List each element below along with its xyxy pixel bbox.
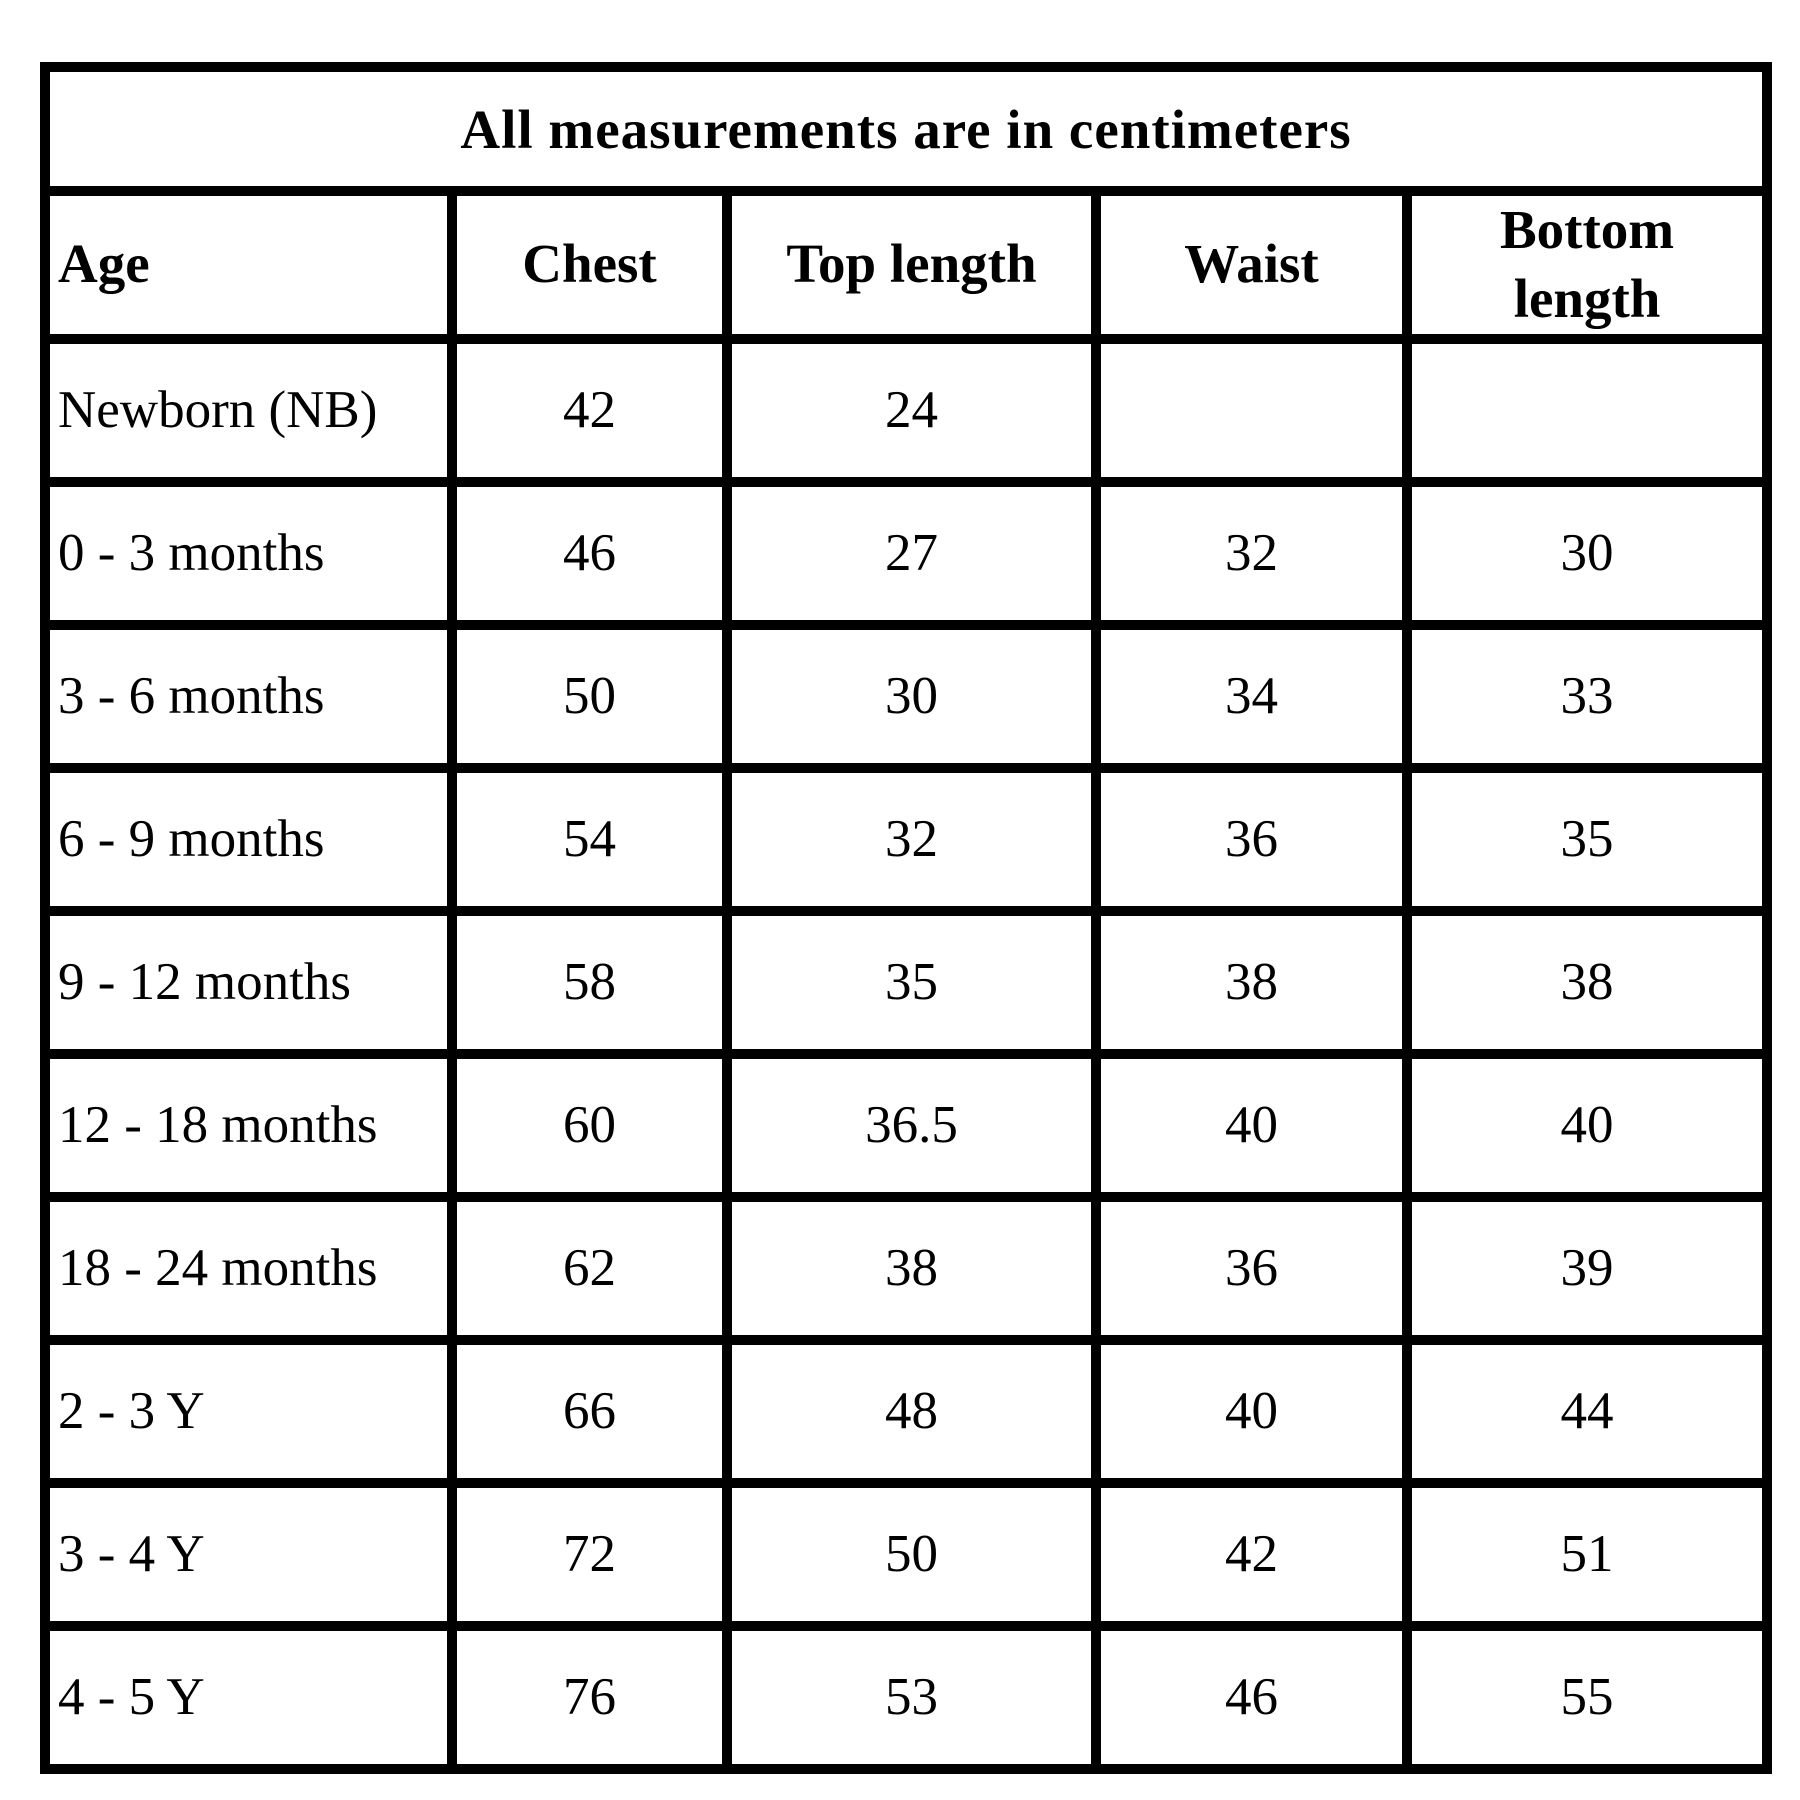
column-header-waist: Waist — [1091, 186, 1412, 344]
cell-age: 4 - 5 Y — [40, 1620, 457, 1774]
table-row-newborn: Newborn (NB) 42 24 — [40, 333, 1773, 487]
table-title: All measurements are in centimeters — [39, 62, 1773, 196]
cell-chest: 62 — [447, 1191, 732, 1345]
table-row-6-9-months: 6 - 9 months 54 32 36 35 — [40, 762, 1773, 916]
cell-chest: 46 — [447, 476, 732, 630]
column-header-chest: Chest — [447, 186, 732, 344]
column-header-age: Age — [40, 186, 457, 344]
cell-bottom-length: 40 — [1401, 1048, 1773, 1202]
cell-top-length: 50 — [722, 1477, 1101, 1631]
column-header-bottom-length: Bottom length — [1401, 186, 1773, 344]
cell-waist: 38 — [1091, 905, 1412, 1059]
cell-waist: 36 — [1091, 1191, 1412, 1345]
cell-bottom-length: 35 — [1401, 762, 1773, 916]
cell-age: 6 - 9 months — [40, 762, 457, 916]
cell-waist: 34 — [1091, 619, 1412, 773]
table-row-0-3-months: 0 - 3 months 46 27 32 30 — [40, 476, 1773, 630]
table-row-18-24-months: 18 - 24 months 62 38 36 39 — [40, 1191, 1773, 1345]
cell-waist: 40 — [1091, 1334, 1412, 1488]
cell-bottom-length: 33 — [1401, 619, 1773, 773]
cell-chest: 42 — [447, 333, 732, 487]
cell-age: 3 - 4 Y — [40, 1477, 457, 1631]
table-header-row: Age Chest Top length Waist Bottom length — [40, 186, 1773, 344]
cell-waist: 32 — [1091, 476, 1412, 630]
cell-bottom-length: 30 — [1401, 476, 1773, 630]
cell-bottom-length: 51 — [1401, 1477, 1773, 1631]
cell-bottom-length — [1401, 333, 1773, 487]
cell-top-length: 36.5 — [722, 1048, 1101, 1202]
cell-chest: 50 — [447, 619, 732, 773]
cell-top-length: 38 — [722, 1191, 1101, 1345]
cell-bottom-length: 44 — [1401, 1334, 1773, 1488]
size-chart-table: All measurements are in centimeters Age … — [39, 62, 1773, 1774]
cell-waist: 46 — [1091, 1620, 1412, 1774]
cell-age: 3 - 6 months — [40, 619, 457, 773]
cell-chest: 60 — [447, 1048, 732, 1202]
cell-chest: 54 — [447, 762, 732, 916]
cell-top-length: 27 — [722, 476, 1101, 630]
table-row-12-18-months: 12 - 18 months 60 36.5 40 40 — [40, 1048, 1773, 1202]
column-header-top-length: Top length — [722, 186, 1101, 344]
cell-chest: 76 — [447, 1620, 732, 1774]
cell-waist: 42 — [1091, 1477, 1412, 1631]
cell-age: Newborn (NB) — [40, 333, 457, 487]
cell-chest: 58 — [447, 905, 732, 1059]
cell-chest: 66 — [447, 1334, 732, 1488]
cell-waist: 40 — [1091, 1048, 1412, 1202]
cell-top-length: 53 — [722, 1620, 1101, 1774]
table-row-4-5-y: 4 - 5 Y 76 53 46 55 — [40, 1620, 1773, 1774]
cell-waist: 36 — [1091, 762, 1412, 916]
cell-bottom-length: 39 — [1401, 1191, 1773, 1345]
cell-bottom-length: 38 — [1401, 905, 1773, 1059]
cell-top-length: 35 — [722, 905, 1101, 1059]
cell-top-length: 48 — [722, 1334, 1101, 1488]
cell-age: 2 - 3 Y — [40, 1334, 457, 1488]
cell-age: 9 - 12 months — [40, 905, 457, 1059]
cell-age: 18 - 24 months — [40, 1191, 457, 1345]
table-title-row: All measurements are in centimeters — [39, 62, 1773, 196]
cell-top-length: 24 — [722, 333, 1101, 487]
cell-age: 0 - 3 months — [40, 476, 457, 630]
table-row-2-3-y: 2 - 3 Y 66 48 40 44 — [40, 1334, 1773, 1488]
table-row-3-6-months: 3 - 6 months 50 30 34 33 — [40, 619, 1773, 773]
table-row-3-4-y: 3 - 4 Y 72 50 42 51 — [40, 1477, 1773, 1631]
cell-chest: 72 — [447, 1477, 732, 1631]
cell-top-length: 30 — [722, 619, 1101, 773]
cell-waist — [1091, 333, 1412, 487]
cell-age: 12 - 18 months — [40, 1048, 457, 1202]
cell-top-length: 32 — [722, 762, 1101, 916]
table-row-9-12-months: 9 - 12 months 58 35 38 38 — [40, 905, 1773, 1059]
cell-bottom-length: 55 — [1401, 1620, 1773, 1774]
